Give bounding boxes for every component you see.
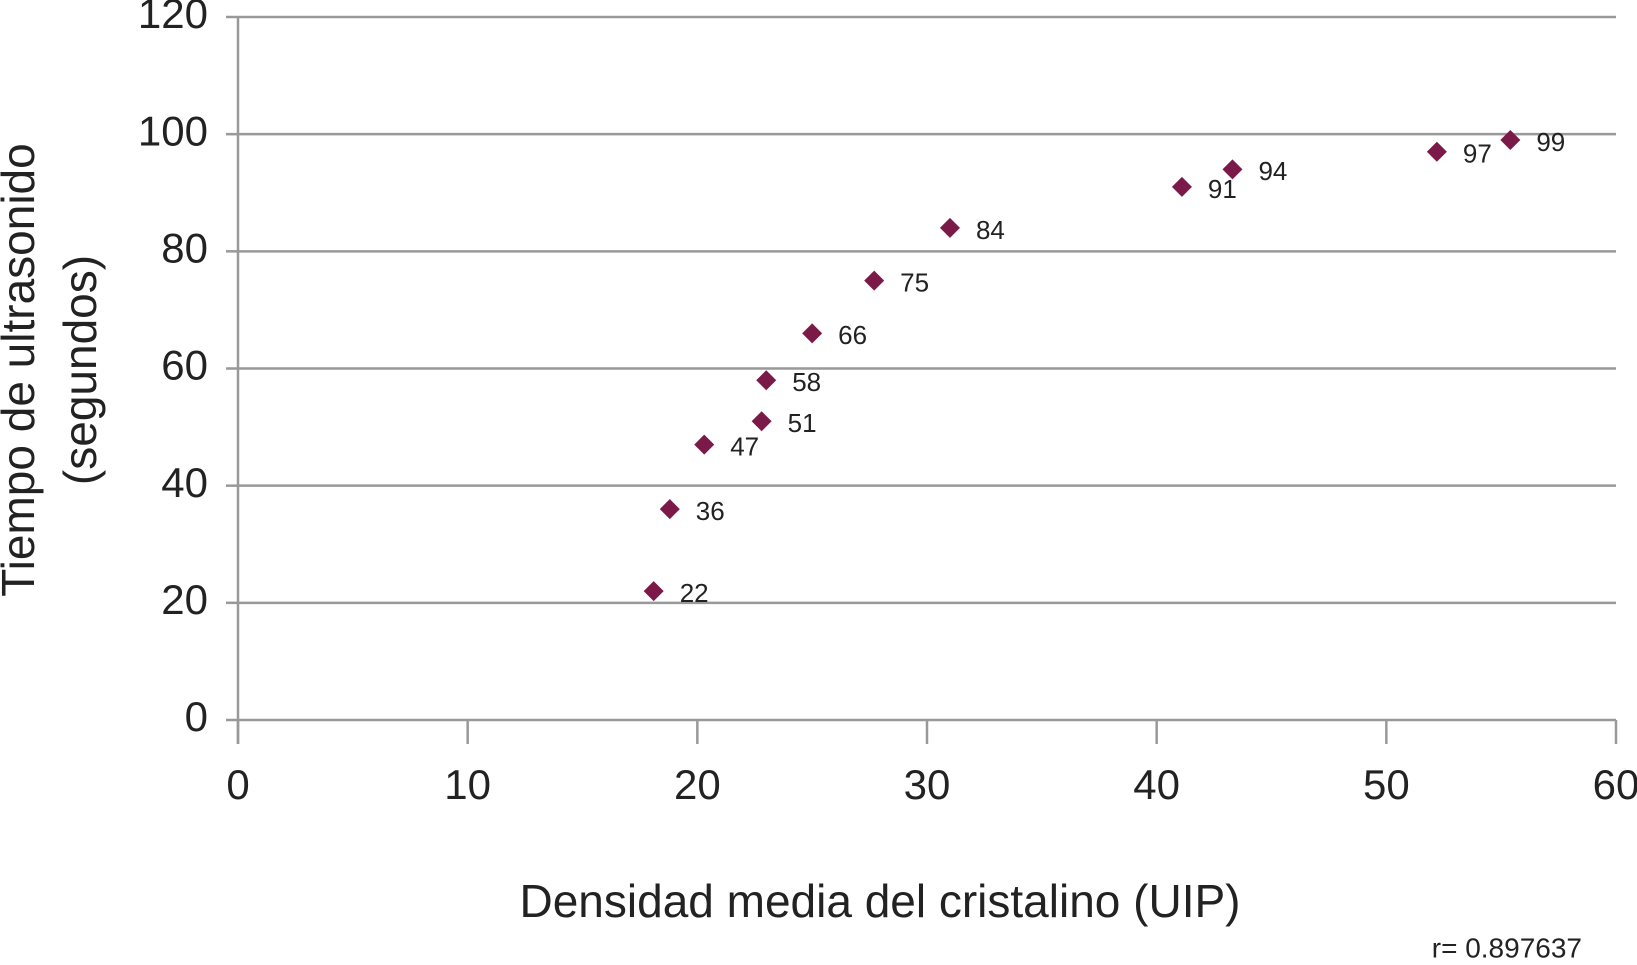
data-label: 47 (730, 432, 759, 462)
x-tick-label: 30 (904, 761, 951, 808)
x-tick-label: 10 (444, 761, 491, 808)
annotation: r= 0.897637 (1432, 932, 1582, 963)
point (1500, 130, 1521, 151)
point (1171, 176, 1192, 197)
data-label: 75 (900, 268, 929, 298)
point (1426, 141, 1447, 162)
x-tick-label: 0 (226, 761, 249, 808)
point (643, 581, 664, 602)
y-axis-title: (segundos) (54, 255, 106, 485)
x-tick-label: 40 (1133, 761, 1180, 808)
point (939, 217, 960, 238)
data-label: 97 (1463, 139, 1492, 169)
point (751, 411, 772, 432)
data-label: 58 (792, 367, 821, 397)
y-axis-title: Tiempo de ultrasonido (0, 143, 44, 596)
y-tick-label: 0 (185, 693, 208, 740)
x-axis-title: Densidad media del cristalino (UIP) (520, 875, 1241, 927)
data-label: 99 (1536, 127, 1565, 157)
point (694, 434, 715, 455)
point (802, 323, 823, 344)
data-label: 51 (788, 408, 817, 438)
data-label: 66 (838, 320, 867, 350)
data-label: 36 (696, 496, 725, 526)
y-tick-label: 80 (161, 224, 208, 271)
point (756, 370, 777, 391)
point (659, 499, 680, 520)
point (864, 270, 885, 291)
y-tick-label: 60 (161, 342, 208, 389)
x-tick-label: 50 (1363, 761, 1410, 808)
data-label: 94 (1258, 156, 1287, 186)
x-tick-label: 60 (1593, 761, 1637, 808)
y-tick-label: 40 (161, 459, 208, 506)
x-tick-label: 20 (674, 761, 721, 808)
y-tick-label: 20 (161, 576, 208, 623)
point (1222, 159, 1243, 180)
data-label: 22 (680, 578, 709, 608)
y-tick-label: 120 (138, 0, 208, 37)
y-tick-label: 100 (138, 107, 208, 154)
data-label: 84 (976, 215, 1005, 245)
